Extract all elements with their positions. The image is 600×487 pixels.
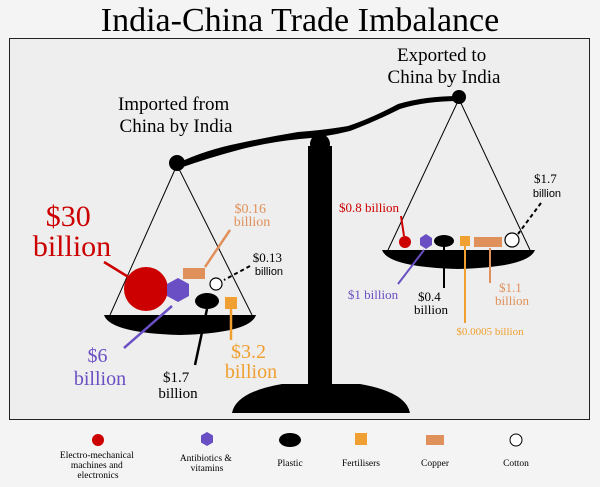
export-plastic-unit: billion <box>414 302 448 317</box>
legend-label-fertilisers: Fertilisers <box>342 459 380 469</box>
import-plastic-leader <box>193 308 209 366</box>
imports-caption-line-2: China by India <box>120 116 233 137</box>
left-pan <box>104 315 256 335</box>
legend-label-electro: Electro-mechanical machines and electron… <box>60 451 136 481</box>
import-electro-unit: billion <box>33 230 111 263</box>
scale-pivot <box>310 134 330 154</box>
right-hook <box>452 90 466 104</box>
legend-item-copper: Copper <box>421 435 450 469</box>
import-copper-label: $0.16 billion <box>234 202 271 230</box>
scale-base <box>232 384 410 413</box>
export-copper-label: $1.1 billion <box>495 280 529 308</box>
import-electro-circle <box>124 267 168 311</box>
export-plastic-value: $0.4 <box>418 289 441 304</box>
orange-square-icon <box>355 433 367 445</box>
imports-caption: Imported from China by India <box>118 94 234 137</box>
white-circle-icon <box>509 433 523 447</box>
import-antibiotics-hexagon <box>167 278 189 302</box>
exports-caption-line-1: Exported to <box>397 45 486 66</box>
import-cotton-circle <box>209 277 223 291</box>
right-rope-right <box>458 98 531 251</box>
copper-bar-icon <box>426 435 444 445</box>
exports-labels: $0.8 billion $1 billion $0.4 billion $0.… <box>339 171 561 338</box>
import-cotton-label: $0.13 billion <box>253 250 286 278</box>
left-rope-left <box>109 164 178 316</box>
imports-labels: $30 billion $6 billion $1.7 billion $3.2… <box>33 200 286 402</box>
legend-label-cotton: Cotton <box>503 459 529 469</box>
export-electro-leader <box>400 215 405 237</box>
black-ellipse-icon <box>279 433 301 447</box>
import-electro-value: $30 <box>46 200 91 233</box>
exports-items <box>399 232 520 249</box>
export-fertilisers-label: $0.0005 billion <box>456 326 524 338</box>
legend-item-cotton: Cotton <box>503 433 529 469</box>
export-cotton-circle <box>504 232 520 248</box>
export-cotton-value: $1.7 <box>534 171 557 186</box>
import-antibiotics-unit: billion <box>74 368 126 390</box>
export-electro-circle <box>399 236 411 248</box>
export-antibiotics-hexagon <box>420 234 432 249</box>
import-plastic-label: $1.7 billion <box>158 370 198 402</box>
legend-item-antibiotics: Antibiotics & vitamins <box>180 432 234 474</box>
red-circle-icon <box>92 434 104 446</box>
import-fertilisers-label: $3.2 billion <box>225 341 277 383</box>
export-cotton-leader <box>517 202 542 235</box>
export-cotton-unit: billion <box>533 188 561 200</box>
import-antibiotics-label: $6 billion <box>74 345 126 390</box>
imports-caption-line-1: Imported from <box>118 94 230 115</box>
purple-hexagon-icon <box>201 432 213 446</box>
legend-item-fertilisers: Fertilisers <box>342 433 380 469</box>
legend-item-electro: Electro-mechanical machines and electron… <box>60 434 136 481</box>
export-copper-bar <box>474 237 502 247</box>
import-fertilisers-square <box>225 297 237 309</box>
page-title: India-China Trade Imbalance <box>100 2 500 39</box>
left-hook <box>169 155 185 171</box>
import-antibiotics-leader <box>123 305 173 349</box>
balance-scale <box>104 90 535 413</box>
import-fertilisers-value: $3.2 <box>231 341 266 363</box>
import-electro-label: $30 billion <box>33 200 111 263</box>
import-plastic-ellipse <box>195 293 219 309</box>
diagram-panel <box>9 38 590 420</box>
scale-post <box>308 146 332 386</box>
legend-label-copper: Copper <box>421 459 450 469</box>
legend: Electro-mechanical machines and electron… <box>60 432 529 481</box>
import-copper-leader <box>203 229 232 268</box>
import-cotton-leader <box>223 265 251 281</box>
import-cotton-unit: billion <box>255 266 283 278</box>
export-fertilisers-square <box>460 236 470 246</box>
import-antibiotics-value: $6 <box>88 345 108 367</box>
export-electro-label: $0.8 billion <box>339 200 399 215</box>
right-rope-left <box>387 98 460 251</box>
import-electro-leader <box>103 260 131 280</box>
legend-item-plastic: Plastic <box>277 433 303 469</box>
import-copper-value: $0.16 <box>235 202 267 217</box>
scale-beam <box>178 96 460 168</box>
imports-items <box>124 267 237 311</box>
exports-caption: Exported to China by India <box>388 45 501 88</box>
left-rope-right <box>176 164 253 316</box>
import-fertilisers-unit: billion <box>225 361 277 383</box>
export-copper-value: $1.1 <box>499 280 522 295</box>
import-copper-unit: billion <box>234 215 271 230</box>
import-cotton-value: $0.13 <box>253 250 282 265</box>
legend-label-plastic: Plastic <box>277 459 302 469</box>
export-plastic-ellipse <box>434 235 454 247</box>
import-copper-bar <box>183 268 205 279</box>
export-antibiotics-leader <box>397 249 425 285</box>
export-antibiotics-label: $1 billion <box>348 287 399 302</box>
export-copper-unit: billion <box>495 293 529 308</box>
legend-label-antibiotics: Antibiotics & vitamins <box>180 454 234 474</box>
exports-caption-line-2: China by India <box>388 67 501 88</box>
export-cotton-label: $1.7 billion <box>533 171 561 200</box>
export-plastic-label: $0.4 billion <box>414 289 448 317</box>
import-plastic-value: $1.7 <box>163 370 190 386</box>
right-pan <box>382 250 535 269</box>
import-plastic-unit: billion <box>158 386 198 402</box>
